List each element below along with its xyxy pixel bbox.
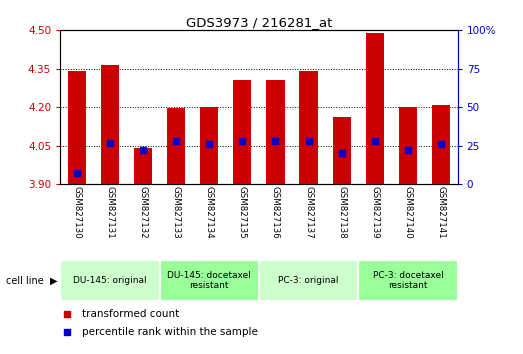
Point bbox=[337, 150, 346, 156]
Point bbox=[271, 138, 280, 144]
Bar bbox=[366, 33, 384, 184]
Bar bbox=[259, 260, 358, 301]
Point bbox=[371, 138, 379, 144]
Text: GSM827138: GSM827138 bbox=[337, 186, 346, 239]
Bar bbox=[101, 65, 119, 184]
Text: GSM827141: GSM827141 bbox=[437, 186, 446, 239]
Point bbox=[404, 147, 412, 153]
Point bbox=[172, 138, 180, 144]
Text: transformed count: transformed count bbox=[82, 309, 179, 319]
Point bbox=[304, 138, 313, 144]
Point bbox=[205, 141, 213, 147]
Point bbox=[139, 147, 147, 153]
Text: GSM827137: GSM827137 bbox=[304, 186, 313, 239]
Text: DU-145: original: DU-145: original bbox=[73, 276, 146, 285]
Text: cell line  ▶: cell line ▶ bbox=[6, 275, 58, 286]
Point bbox=[437, 141, 445, 147]
Point bbox=[106, 140, 114, 145]
Bar bbox=[358, 260, 458, 301]
Text: GSM827134: GSM827134 bbox=[204, 186, 214, 239]
Bar bbox=[60, 260, 160, 301]
Text: PC-3: docetaxel
resistant: PC-3: docetaxel resistant bbox=[372, 271, 444, 290]
Point bbox=[73, 171, 81, 176]
Text: GSM827133: GSM827133 bbox=[172, 186, 180, 239]
Bar bbox=[432, 104, 450, 184]
Point bbox=[320, 249, 328, 254]
Bar bbox=[167, 108, 185, 184]
Text: GSM827130: GSM827130 bbox=[72, 186, 81, 239]
Text: DU-145: docetaxel
resistant: DU-145: docetaxel resistant bbox=[167, 271, 251, 290]
Text: PC-3: original: PC-3: original bbox=[278, 276, 339, 285]
Bar bbox=[300, 71, 317, 184]
Bar bbox=[160, 260, 259, 301]
Bar bbox=[333, 118, 351, 184]
Bar bbox=[67, 71, 86, 184]
Text: GSM827132: GSM827132 bbox=[139, 186, 147, 239]
Bar bbox=[134, 148, 152, 184]
Text: GSM827135: GSM827135 bbox=[238, 186, 247, 239]
Bar bbox=[200, 107, 218, 184]
Point bbox=[320, 87, 328, 93]
Text: GSM827140: GSM827140 bbox=[403, 186, 413, 239]
Text: percentile rank within the sample: percentile rank within the sample bbox=[82, 327, 258, 337]
Text: GSM827139: GSM827139 bbox=[370, 186, 379, 239]
Text: GSM827131: GSM827131 bbox=[105, 186, 115, 239]
Bar bbox=[266, 80, 285, 184]
Point bbox=[238, 138, 246, 144]
Text: GSM827136: GSM827136 bbox=[271, 186, 280, 239]
Bar bbox=[233, 80, 252, 184]
Title: GDS3973 / 216281_at: GDS3973 / 216281_at bbox=[186, 16, 332, 29]
Bar bbox=[399, 107, 417, 184]
